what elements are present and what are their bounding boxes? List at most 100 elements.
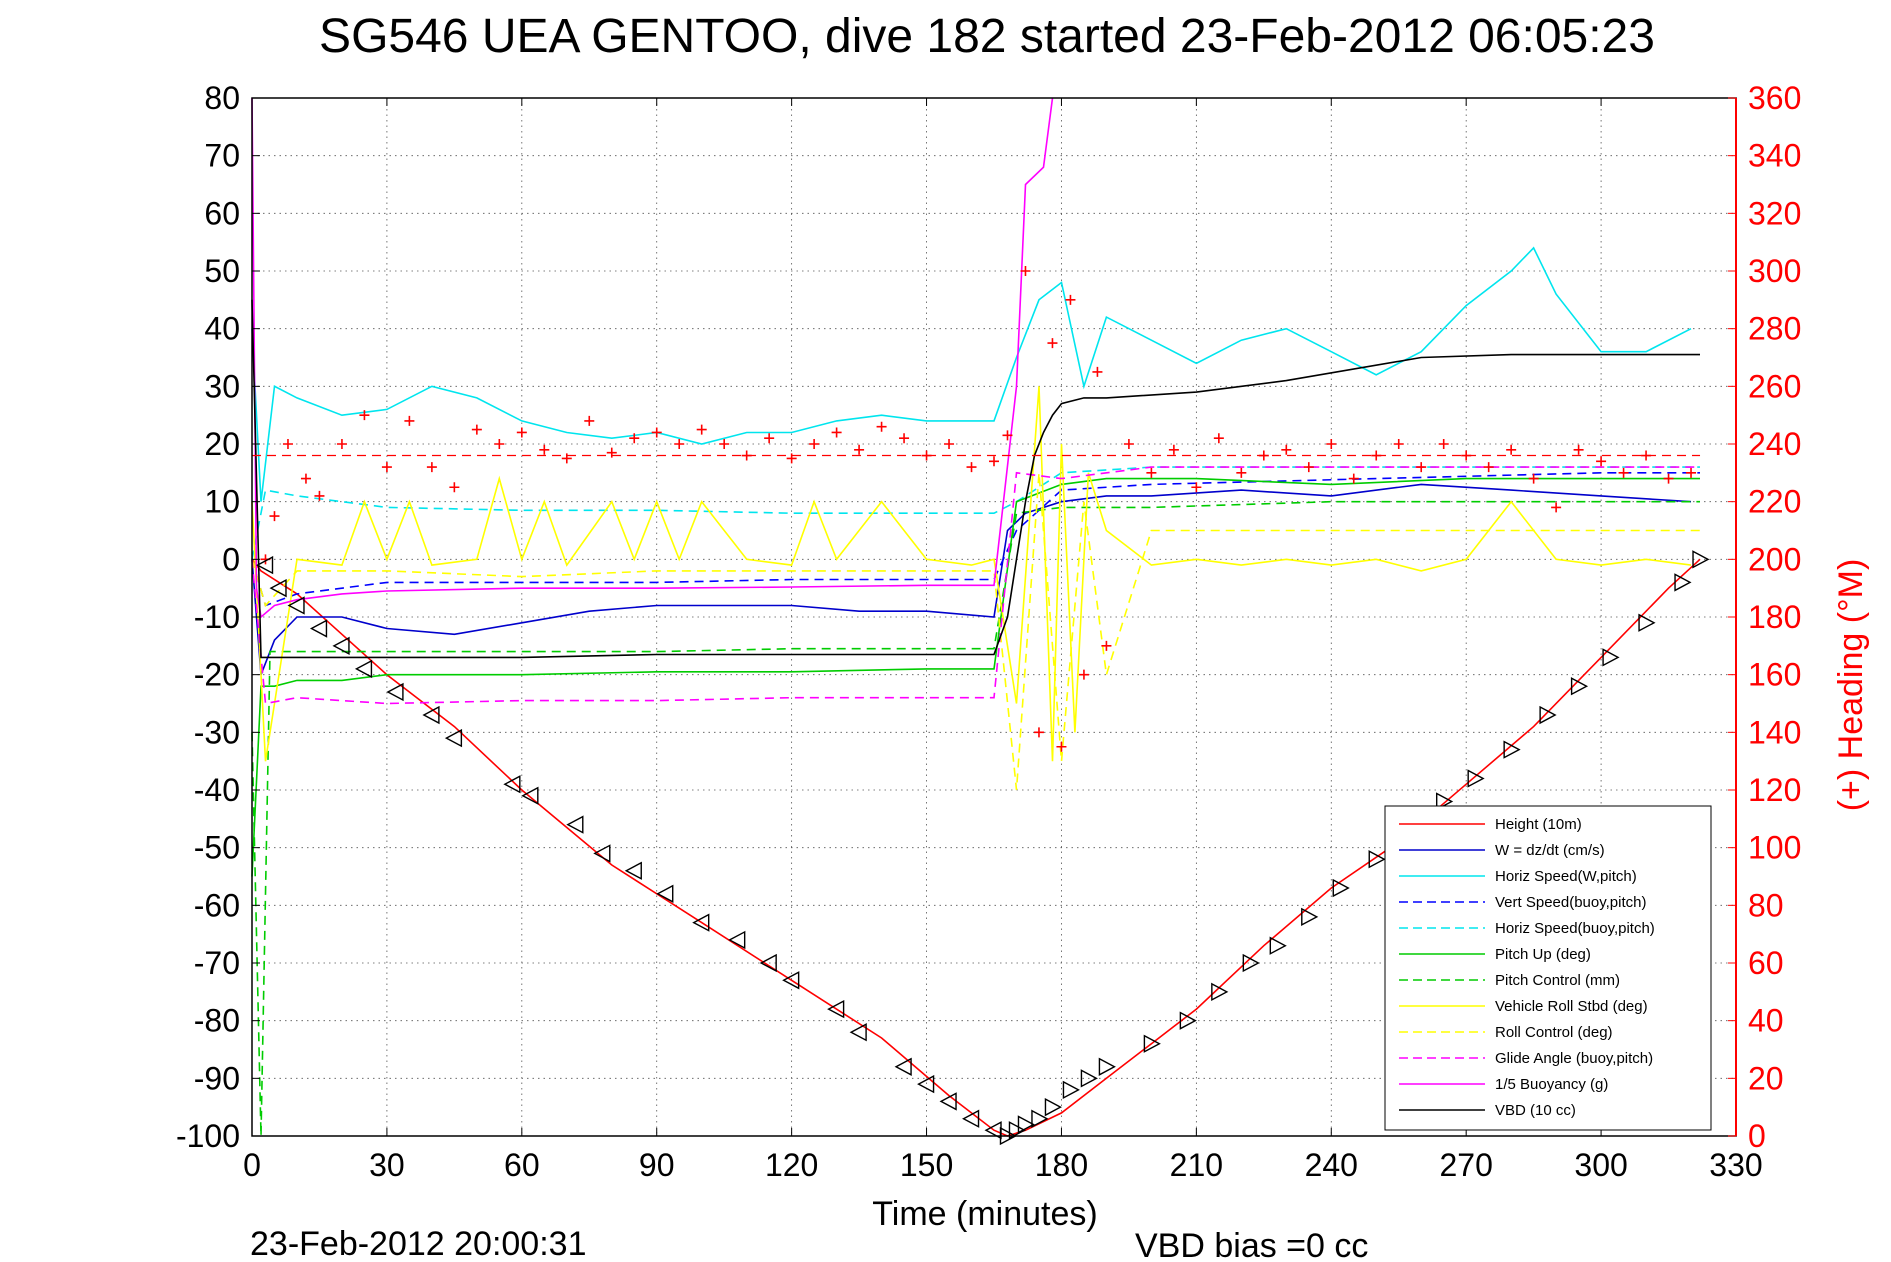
- height-triangle-marker: [1570, 677, 1589, 696]
- heading-point: [944, 439, 955, 449]
- legend-entry: Height (10m): [1495, 816, 1582, 833]
- heading-point: [1065, 294, 1076, 305]
- y-tick-label: -20: [194, 657, 240, 693]
- heading-point: [1371, 450, 1382, 461]
- y2-tick-label: 160: [1748, 657, 1801, 693]
- height-triangle-marker: [287, 596, 305, 615]
- series-line-vehicle-roll-stbd-deg: [251, 386, 1692, 762]
- heading-point: [471, 424, 482, 435]
- heading-point: [854, 444, 865, 455]
- heading-point: [269, 511, 280, 522]
- y2-tick-label: 140: [1748, 714, 1801, 750]
- heading-point: [1191, 482, 1202, 493]
- heading-point: [1348, 473, 1359, 484]
- heading-point: [300, 473, 311, 484]
- height-triangle-marker: [1242, 953, 1260, 973]
- y2-tick-label: 220: [1748, 484, 1801, 520]
- height-triangle-marker: [1692, 550, 1710, 569]
- y-tick-label: -50: [194, 830, 240, 866]
- x-tick-label: 240: [1305, 1147, 1358, 1183]
- series-line-pitch-up-deg: [251, 477, 1700, 877]
- y2-tick-label: 340: [1748, 138, 1801, 174]
- heading-point: [1056, 741, 1067, 752]
- heading-point: [1168, 444, 1179, 455]
- heading-point: [426, 462, 437, 473]
- y2-tick-label: 20: [1748, 1060, 1784, 1096]
- heading-point: [786, 453, 797, 464]
- height-triangle-marker: [1467, 769, 1485, 788]
- y-tick-label: 30: [204, 368, 240, 404]
- height-triangle-marker: [894, 1057, 912, 1076]
- x-tick-label: 210: [1170, 1147, 1223, 1183]
- x-tick-label: 330: [1709, 1147, 1762, 1183]
- height-triangle-marker: [1044, 1098, 1062, 1117]
- x-tick-label: 0: [243, 1147, 261, 1183]
- heading-point: [1641, 450, 1652, 461]
- x-tick-label: 270: [1439, 1147, 1492, 1183]
- y2-tick-label: 320: [1748, 195, 1801, 231]
- heading-point: [629, 433, 640, 444]
- y2-tick-label: 40: [1748, 1003, 1784, 1039]
- legend-entry: W = dz/dt (cm/s): [1495, 842, 1605, 859]
- heading-point: [359, 410, 370, 421]
- height-triangle-marker: [782, 971, 800, 990]
- series-lines: [251, 97, 1701, 1137]
- x-tick-label: 90: [639, 1147, 675, 1183]
- x-tick-label: 30: [369, 1147, 405, 1183]
- heading-point: [1047, 338, 1058, 349]
- y2-tick-label: 120: [1748, 772, 1801, 808]
- y2-tick-label: 180: [1748, 599, 1801, 635]
- height-triangle-marker: [269, 579, 287, 598]
- y-tick-label: 10: [204, 484, 240, 520]
- heading-point: [651, 427, 662, 438]
- height-triangle-marker: [1179, 1011, 1197, 1030]
- heading-point: [1573, 444, 1584, 455]
- height-triangle-marker: [939, 1092, 957, 1111]
- legend-entry: 1/5 Buoyancy (g): [1495, 1076, 1608, 1093]
- heading-point: [719, 439, 730, 449]
- height-triangle-marker: [1062, 1080, 1080, 1100]
- y-tick-label: -30: [194, 714, 240, 750]
- legend-entry: Vert Speed(buoy,pitch): [1495, 894, 1646, 911]
- heading-point: [1551, 502, 1562, 513]
- heading-point: [494, 439, 505, 449]
- height-triangle-marker: [827, 999, 845, 1019]
- y2-tick-label: 280: [1748, 311, 1801, 347]
- height-triangle-marker: [1674, 573, 1692, 592]
- heading-point: [1438, 439, 1449, 449]
- y-axis-ticks: 80 70 60 50 40 30 20 10 0 -10 -20 -30 -40 -50 -60 -70 -8…: [176, 80, 260, 1154]
- height-triangle-marker: [1008, 1121, 1026, 1140]
- heading-point: [1236, 467, 1247, 478]
- height-triangle-marker: [332, 636, 350, 655]
- y-tick-label: 20: [204, 426, 240, 462]
- y2-tick-label: 200: [1748, 541, 1801, 577]
- legend-entry: Roll Control (deg): [1495, 1024, 1613, 1041]
- height-triangle-marker: [624, 861, 642, 880]
- y-tick-label: 40: [204, 311, 240, 347]
- height-triangle-marker: [1143, 1034, 1161, 1053]
- legend-entry: VBD (10 cc): [1495, 1102, 1576, 1119]
- y-tick-label: -10: [194, 599, 240, 635]
- heading-point: [1258, 450, 1269, 461]
- heading-point: [1303, 462, 1314, 473]
- y2-tick-label: 260: [1748, 368, 1801, 404]
- height-triangle-marker: [1503, 740, 1521, 759]
- heading-point: [404, 415, 415, 426]
- y-tick-label: -40: [194, 772, 240, 808]
- height-triangle-marker: [309, 619, 328, 638]
- series-line-glide-angle-buoy-pitch: [251, 466, 1700, 705]
- heading-point: [606, 447, 617, 458]
- x-tick-label: 300: [1574, 1147, 1627, 1183]
- heading-point: [1618, 467, 1629, 478]
- heading-point: [1528, 473, 1539, 484]
- heading-point: [696, 424, 707, 435]
- height-triangle-marker: [444, 728, 463, 748]
- height-triangle-marker: [962, 1109, 980, 1128]
- heading-point: [314, 490, 325, 501]
- heading-point: [1686, 467, 1697, 478]
- height-triangle-marker: [1368, 850, 1386, 869]
- y-tick-label: 50: [204, 253, 240, 289]
- y2-tick-label: 80: [1748, 887, 1784, 923]
- heading-point: [1078, 669, 1089, 680]
- height-triangle-marker: [354, 659, 373, 679]
